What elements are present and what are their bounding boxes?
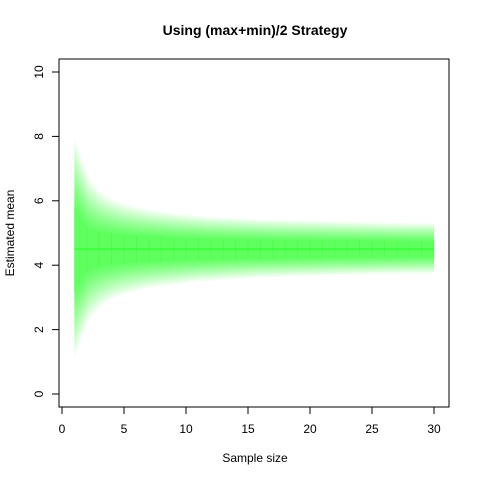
estimate-band-layer — [74, 201, 435, 297]
x-tick-label: 5 — [121, 422, 128, 436]
estimate-band-layer — [74, 196, 435, 302]
x-tick-label: 30 — [427, 422, 441, 436]
y-tick-label: 6 — [32, 197, 46, 204]
y-axis: 0 2 4 6 8 10 — [32, 65, 60, 397]
estimate-band-layer — [74, 158, 435, 338]
y-tick-label: 2 — [32, 326, 46, 333]
estimate-band-layer — [74, 147, 435, 349]
x-tick-label: 10 — [179, 422, 193, 436]
x-tick-label: 15 — [241, 422, 255, 436]
x-axis: 0 5 10 15 20 25 30 — [59, 406, 441, 436]
estimate-band-layer — [74, 163, 435, 333]
estimate-band-layer — [74, 152, 435, 343]
y-tick-label: 0 — [32, 390, 46, 397]
estimate-band-layer — [74, 174, 435, 323]
x-axis-label: Sample size — [222, 451, 288, 465]
x-tick-label: 0 — [59, 422, 66, 436]
estimate-band-layer — [74, 169, 435, 328]
x-tick-label: 25 — [365, 422, 379, 436]
estimate-band-layer — [74, 180, 435, 317]
estimate-band-layer — [74, 185, 435, 312]
y-axis-label: Estimated mean — [3, 190, 17, 277]
estimate-band-layer — [74, 141, 435, 354]
y-tick-label: 10 — [32, 65, 46, 79]
x-tick-label: 20 — [303, 422, 317, 436]
y-tick-label: 8 — [32, 133, 46, 140]
estimate-band-layer — [74, 207, 435, 291]
estimate-band-layer — [74, 190, 435, 307]
plot-area — [73, 136, 435, 359]
estimate-band-layer — [74, 136, 435, 359]
chart-title: Using (max+min)/2 Strategy — [163, 22, 348, 38]
y-tick-label: 4 — [32, 262, 46, 269]
